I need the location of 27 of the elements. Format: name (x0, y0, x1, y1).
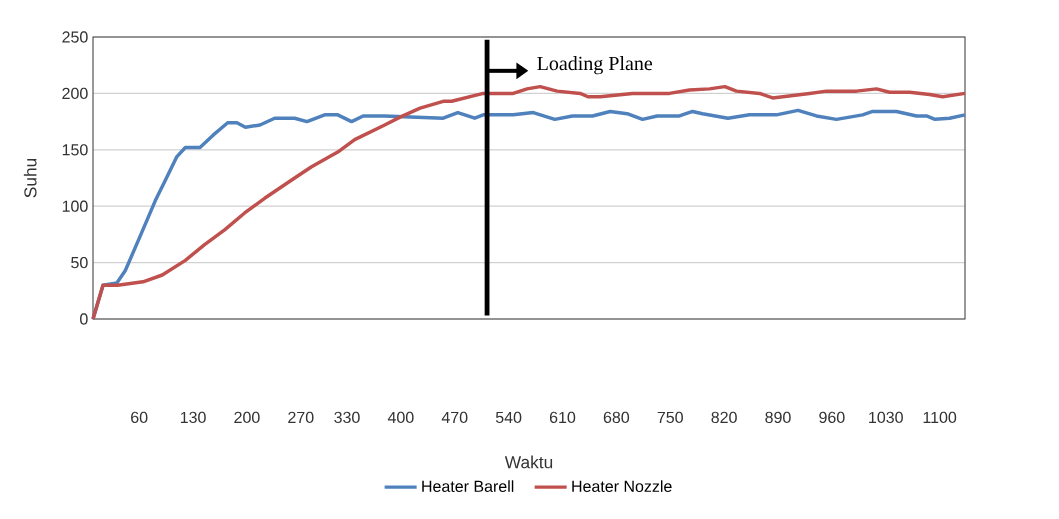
y-tick-label: 0 (80, 313, 88, 325)
x-tick-label: 330 (334, 411, 360, 424)
x-tick-label: 270 (288, 411, 314, 424)
x-tick-label: 610 (549, 411, 576, 424)
x-axis-title: Waktu (504, 455, 553, 469)
y-tick-label: 50 (71, 256, 88, 269)
x-tick-label: 1030 (869, 411, 903, 424)
x-tick-label: 960 (819, 411, 845, 424)
x-tick-label: 130 (180, 411, 206, 424)
legend-label: Heater Barell (422, 480, 514, 493)
y-tick-label: 250 (62, 31, 88, 43)
x-tick-label: 470 (441, 411, 468, 424)
legend-label: Heater Nozzle (572, 480, 672, 493)
x-tick-label: 540 (495, 411, 522, 424)
x-tick-label: 1100 (923, 411, 957, 424)
x-tick-label: 890 (765, 411, 791, 424)
y-tick-label: 200 (62, 87, 88, 100)
ref-line-label: Loading Plane (537, 56, 653, 75)
x-tick-label: 820 (711, 411, 737, 424)
x-tick-label: 200 (234, 411, 260, 424)
y-tick-label: 100 (62, 200, 88, 212)
x-tick-label: 60 (131, 411, 148, 424)
x-tick-label: 400 (387, 411, 414, 424)
y-tick-label: 150 (62, 144, 88, 156)
x-tick-label: 750 (657, 411, 683, 424)
y-axis-title: Suhu (23, 158, 37, 198)
x-tick-label: 680 (603, 411, 630, 424)
